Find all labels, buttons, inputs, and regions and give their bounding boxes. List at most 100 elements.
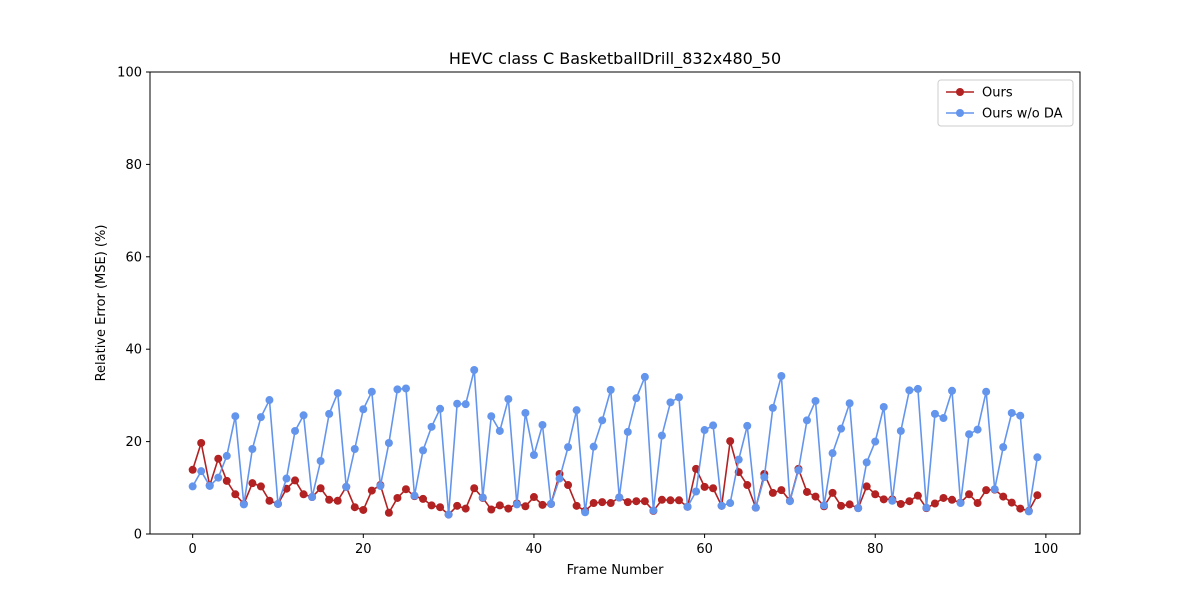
data-point: [589, 442, 598, 451]
data-point: [692, 464, 701, 473]
data-point: [768, 403, 777, 412]
data-point: [973, 425, 982, 434]
data-point: [367, 387, 376, 396]
data-point: [1016, 504, 1025, 513]
data-point: [427, 501, 436, 510]
x-tick-label: 80: [867, 542, 884, 557]
data-point: [265, 496, 274, 505]
series-line-0: [191, 439, 1039, 516]
data-point: [393, 493, 402, 502]
data-point: [726, 437, 735, 446]
data-point: [495, 501, 504, 510]
data-point: [231, 490, 240, 499]
data-point: [717, 501, 726, 510]
data-point: [913, 384, 922, 393]
data-point: [709, 421, 718, 430]
data-point: [231, 412, 240, 421]
data-point: [862, 458, 871, 467]
data-point: [581, 508, 590, 517]
data-point: [273, 499, 282, 508]
data-point: [325, 495, 334, 504]
data-point: [529, 451, 538, 459]
data-point: [470, 365, 479, 374]
data-point: [777, 372, 786, 380]
data-point: [811, 492, 820, 501]
data-point: [188, 465, 197, 474]
data-point: [376, 481, 385, 490]
data-point: [854, 504, 863, 513]
data-point: [837, 501, 846, 510]
data-point: [768, 488, 777, 497]
data-point: [538, 420, 547, 429]
data-point: [982, 486, 991, 495]
data-point: [350, 503, 359, 512]
data-point: [709, 484, 718, 493]
data-point: [214, 473, 223, 482]
axes-layer: 0 20 40 60 80 100 0 20 40 60 80 100: [117, 66, 1081, 557]
data-point: [248, 444, 257, 453]
data-point: [734, 455, 743, 464]
data-point: [845, 500, 854, 509]
data-point: [478, 493, 487, 502]
data-point: [256, 413, 265, 422]
data-point: [419, 446, 428, 455]
y-tick-label: 100: [117, 66, 142, 81]
data-point: [657, 495, 666, 504]
data-point: [521, 502, 530, 511]
data-point: [299, 490, 308, 499]
data-point: [939, 414, 948, 423]
series-1: [188, 365, 1042, 519]
data-point: [564, 443, 573, 452]
data-point: [845, 399, 854, 408]
data-point: [666, 398, 675, 407]
data-point: [521, 408, 530, 417]
legend: Ours Ours w/o DA: [937, 79, 1074, 127]
data-point: [615, 493, 624, 502]
data-point: [239, 500, 248, 509]
data-point: [623, 498, 632, 507]
data-point: [743, 481, 752, 490]
data-point: [802, 487, 811, 496]
data-point: [401, 485, 410, 494]
series-layer: [188, 365, 1042, 519]
x-tick-label: 0: [189, 542, 197, 557]
data-point: [948, 386, 957, 395]
data-point: [896, 499, 905, 508]
plot-frame: [149, 71, 1081, 535]
data-point: [879, 495, 888, 504]
data-point: [461, 400, 470, 409]
data-point: [982, 387, 991, 396]
data-point: [871, 437, 880, 446]
data-point: [999, 492, 1008, 501]
data-point: [572, 406, 581, 415]
data-point: [888, 496, 897, 505]
data-point: [999, 443, 1008, 452]
data-point: [291, 476, 300, 485]
x-tick-label: 40: [526, 542, 543, 557]
data-point: [760, 473, 769, 482]
data-point: [564, 481, 573, 490]
data-point: [555, 474, 564, 483]
data-point: [359, 405, 368, 414]
data-point: [1033, 491, 1042, 500]
data-point: [401, 384, 410, 393]
data-point: [265, 396, 274, 405]
data-point: [393, 385, 402, 394]
data-point: [726, 499, 735, 508]
data-point: [794, 466, 803, 475]
data-point: [623, 427, 632, 436]
data-point: [291, 426, 300, 435]
data-point: [606, 499, 615, 508]
legend-swatch-marker: [956, 109, 964, 117]
y-tick-label: 40: [125, 343, 142, 358]
data-point: [785, 497, 794, 506]
data-point: [922, 503, 931, 512]
data-point: [871, 490, 880, 499]
data-point: [367, 486, 376, 495]
data-point: [683, 502, 692, 511]
data-point: [973, 499, 982, 508]
data-point: [828, 449, 837, 458]
legend-label: Ours w/o DA: [982, 107, 1063, 122]
data-point: [350, 444, 359, 453]
